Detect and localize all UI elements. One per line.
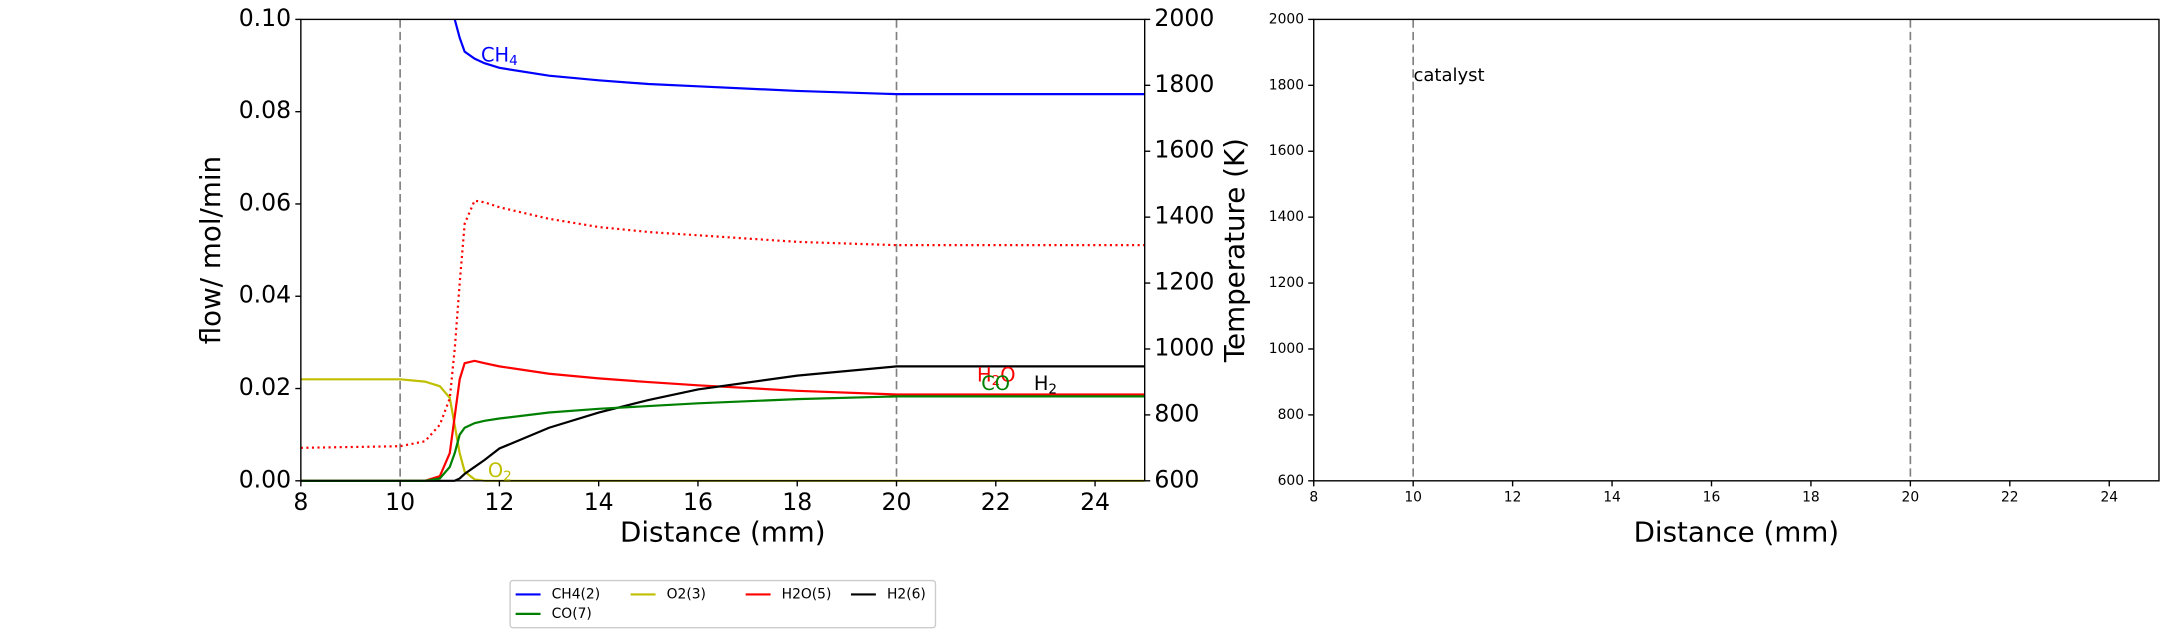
annotation-subscript: 2 [1048,381,1057,397]
x-tick-label: 18 [1802,489,1820,505]
series-line [300,365,1145,482]
annotation-text: CO [981,371,1010,394]
y2-tick-label: 600 [1154,465,1199,493]
annotation: O2 [488,459,512,485]
annotation: catalyst [1414,65,1485,86]
y-tick-label: 600 [1278,473,1304,489]
annotation: H2 [1034,371,1057,397]
annotation-text: H [1034,371,1049,394]
x-tick-label: 24 [1080,488,1110,516]
y-axis-label: flow/ mol/min [194,156,227,344]
y2-tick-label: 1800 [1154,70,1214,98]
series-line [300,359,1145,482]
y-tick-label: 0.00 [239,465,291,493]
x-tick-label: 20 [882,488,912,516]
annotation-text: CH [481,43,509,66]
legend-label: O2(3) [667,586,706,602]
y2-tick-label: 1000 [1154,333,1214,361]
legend-box [509,579,937,629]
annotation: CH4 [481,43,518,69]
y2-tick-label: 800 [1154,399,1199,427]
y-tick-label: 800 [1278,407,1304,423]
y2-tick-label: 1200 [1154,268,1214,296]
x-tick-label: 12 [484,488,514,516]
y-tick-label: 0.06 [239,188,291,216]
series-line [300,199,1145,449]
annotation-text: O [488,459,503,482]
plot-frame [300,18,1146,482]
annotation-subscript: 4 [509,53,518,69]
x-tick-label: 24 [2100,489,2118,505]
x-tick-label: 8 [293,488,308,516]
x-tick-label: 10 [1404,489,1422,505]
y-tick-label: 0.08 [239,96,291,124]
x-tick-label: 14 [1603,489,1621,505]
annotation-text: H [977,363,992,386]
y2-tick-label: 1600 [1154,136,1214,164]
y-tick-label: 1000 [1269,341,1304,357]
x-tick-label: 22 [2001,489,2019,505]
y-tick-label: 1600 [1269,143,1304,159]
annotation: CO [981,371,1010,394]
y-tick-label: 1800 [1269,77,1304,93]
annotation-subscript: 2 [992,373,1001,389]
annotation: H2O [977,363,1015,389]
y2-tick-label: 1400 [1154,202,1214,230]
annotation-subscript: 2 [503,469,512,485]
x-tick-label: 20 [1902,489,1920,505]
x-tick-label: 18 [782,488,812,516]
y-tick-label: 1200 [1269,275,1304,291]
y-tick-label: 0.04 [239,281,291,309]
y-tick-label: 1400 [1269,209,1304,225]
series-line [453,19,1145,96]
x-axis-label: Distance (mm) [1634,515,1840,548]
legend-label: H2(6) [887,586,926,602]
x-tick-label: 16 [683,488,713,516]
annotation-text: catalyst [1414,65,1485,86]
plot-frame [1313,18,2160,482]
y-tick-label: 0.10 [239,4,291,32]
legend-label: CO(7) [552,606,592,622]
x-tick-label: 22 [981,488,1011,516]
legend-label: CH4(2) [552,586,601,602]
x-tick-label: 16 [1703,489,1721,505]
x-tick-label: 10 [385,488,415,516]
annotation-text: O [1000,363,1015,386]
y2-tick-label: 2000 [1154,4,1214,32]
x-axis-label: Distance (mm) [620,515,826,548]
x-tick-label: 12 [1504,489,1522,505]
x-tick-label: 8 [1309,489,1318,505]
y2-axis-label: Temperature (K) [1218,138,1251,363]
series-line [300,395,1145,482]
x-tick-label: 14 [584,488,614,516]
legend-label: H2O(5) [782,586,832,602]
y-tick-label: 2000 [1269,11,1304,27]
y-tick-label: 0.02 [239,373,291,401]
